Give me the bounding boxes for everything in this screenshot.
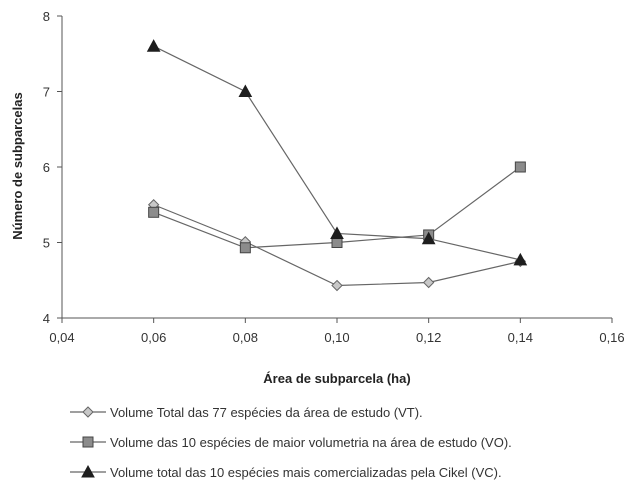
data-point-vo	[239, 242, 251, 254]
legend-label: Volume total das 10 espécies mais comerc…	[110, 464, 502, 480]
data-point-vc	[330, 226, 344, 239]
data-point-vo	[331, 237, 343, 248]
data-point-vc	[238, 84, 253, 97]
data-point-vc	[421, 231, 436, 245]
x-axis-title: Área de subparcela (ha)	[263, 371, 410, 386]
legend-marker-vc	[81, 464, 95, 478]
y-tick-label: 5	[43, 236, 50, 251]
y-axis-title: Número de subparcelas	[10, 92, 25, 239]
y-tick-label: 6	[43, 160, 50, 175]
series-layer	[146, 39, 528, 292]
data-point-vt	[422, 276, 435, 289]
data-point-vo	[514, 161, 526, 173]
x-tick-label: 0,14	[508, 330, 533, 345]
data-point-vc	[513, 252, 528, 266]
x-tick-label: 0,10	[324, 330, 349, 345]
legend-swatch-vc	[70, 464, 106, 478]
series-vc	[146, 39, 528, 266]
legend-entry-vc: Volume total das 10 espécies mais comerc…	[70, 463, 625, 481]
chart: 4 5 6 7 8 0,04 0,06 0,08 0,10 0,12 0,14 0,16 Número…	[10, 9, 625, 386]
x-tick-label: 0,04	[49, 330, 74, 345]
axes: 4 5 6 7 8 0,04 0,06 0,08 0,10 0,12 0,14 0,16	[43, 9, 625, 345]
legend: Volume Total das 77 espécies da área de …	[70, 403, 625, 493]
x-tick-label: 0,06	[141, 330, 166, 345]
x-tick-label: 0,16	[599, 330, 624, 345]
x-tick-label: 0,12	[416, 330, 441, 345]
legend-marker-vo	[82, 436, 94, 448]
legend-marker-vt	[82, 406, 94, 418]
legend-swatch-vt	[70, 406, 106, 418]
legend-entry-vt: Volume Total das 77 espécies da área de …	[70, 403, 625, 421]
y-tick-label: 7	[43, 85, 50, 100]
data-point-vc	[146, 39, 161, 52]
legend-label: Volume das 10 espécies de maior volumetr…	[110, 434, 512, 450]
legend-swatch-vo	[70, 436, 106, 448]
y-tick-label: 8	[43, 9, 50, 24]
legend-entry-vo: Volume das 10 espécies de maior volumetr…	[70, 433, 625, 451]
y-tick-label: 4	[43, 311, 50, 326]
data-point-vo	[148, 206, 160, 218]
data-point-vt	[331, 279, 343, 292]
x-tick-label: 0,08	[233, 330, 258, 345]
series-vo	[148, 161, 526, 254]
legend-label: Volume Total das 77 espécies da área de …	[110, 404, 423, 420]
